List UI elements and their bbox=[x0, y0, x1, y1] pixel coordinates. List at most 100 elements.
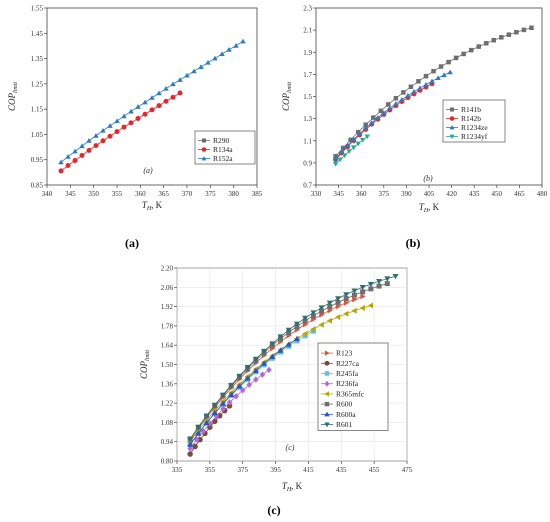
y-tick-label: 1.3 bbox=[303, 115, 312, 123]
data-point bbox=[360, 137, 366, 143]
data-point bbox=[149, 95, 155, 100]
data-point bbox=[293, 321, 300, 327]
x-axis-label: TH, K bbox=[142, 200, 163, 212]
legend-marker bbox=[324, 401, 330, 407]
data-point bbox=[200, 428, 207, 435]
data-point bbox=[79, 152, 85, 158]
legend-label: R601 bbox=[336, 420, 353, 429]
data-point bbox=[195, 430, 202, 436]
data-point bbox=[198, 64, 204, 69]
data-point bbox=[386, 102, 391, 107]
y-axis-label: COPlimit bbox=[139, 350, 151, 379]
data-point bbox=[348, 137, 353, 143]
legend-label: R245fa bbox=[336, 369, 359, 378]
data-point bbox=[233, 42, 239, 48]
data-point bbox=[335, 314, 341, 321]
data-point bbox=[423, 73, 429, 79]
series-R236fa bbox=[187, 366, 272, 452]
y-tick-label: 0.85 bbox=[31, 182, 44, 190]
data-point bbox=[212, 55, 218, 61]
x-tick-label: 370 bbox=[182, 190, 193, 198]
data-point bbox=[135, 116, 141, 121]
data-point bbox=[128, 108, 134, 114]
data-point bbox=[187, 441, 194, 447]
data-point bbox=[367, 302, 374, 309]
data-point bbox=[417, 85, 423, 91]
x-axis-label: TH, K bbox=[282, 481, 303, 493]
legend-marker bbox=[201, 138, 207, 143]
data-point bbox=[195, 424, 202, 431]
data-point bbox=[411, 89, 417, 94]
data-point bbox=[476, 44, 481, 49]
data-point bbox=[359, 285, 366, 291]
data-point bbox=[187, 451, 193, 457]
series-R1234yf bbox=[332, 134, 370, 167]
data-point bbox=[65, 153, 71, 159]
legend-marker bbox=[324, 360, 330, 366]
data-point bbox=[350, 136, 357, 142]
data-point bbox=[376, 283, 382, 289]
data-point bbox=[79, 143, 85, 149]
data-point bbox=[338, 149, 345, 154]
data-point bbox=[149, 107, 155, 113]
data-point bbox=[239, 387, 246, 394]
data-point bbox=[58, 159, 64, 165]
data-point bbox=[253, 376, 259, 383]
legend-label: R227ca bbox=[336, 359, 360, 368]
data-point bbox=[351, 288, 358, 294]
panel-inner-label: (c) bbox=[286, 443, 295, 452]
data-point bbox=[319, 308, 325, 314]
data-point bbox=[114, 118, 120, 124]
data-point bbox=[163, 85, 169, 91]
y-tick-label: 2.3 bbox=[303, 5, 312, 13]
y-tick-label: 1.50 bbox=[161, 361, 174, 369]
data-point bbox=[367, 281, 374, 288]
data-point bbox=[355, 141, 361, 147]
series-R600a bbox=[187, 335, 300, 447]
data-point bbox=[277, 347, 284, 353]
data-point bbox=[461, 51, 466, 57]
data-point bbox=[332, 155, 339, 161]
data-point bbox=[375, 115, 381, 120]
x-tick-label: 475 bbox=[402, 466, 413, 474]
x-tick-label: 340 bbox=[42, 190, 53, 198]
y-tick-label: 0.80 bbox=[161, 458, 174, 466]
y-tick-label: 1.9 bbox=[303, 49, 312, 57]
legend-label: R600 bbox=[336, 400, 353, 409]
data-point bbox=[228, 391, 235, 397]
data-point bbox=[491, 37, 497, 43]
y-tick-label: 1.5 bbox=[303, 93, 312, 101]
data-point bbox=[310, 313, 316, 319]
y-tick-label: 1.22 bbox=[161, 400, 174, 408]
data-point bbox=[156, 103, 162, 109]
data-point bbox=[431, 68, 436, 74]
data-point bbox=[355, 129, 361, 135]
data-point bbox=[405, 92, 411, 98]
x-tick-label: 375 bbox=[379, 190, 390, 198]
data-point bbox=[393, 101, 399, 106]
legend-marker bbox=[449, 116, 455, 121]
data-point bbox=[211, 410, 218, 416]
y-tick-label: 2.20 bbox=[161, 265, 174, 273]
x-tick-label: 435 bbox=[469, 190, 480, 198]
data-point bbox=[302, 330, 308, 337]
y-tick-label: 1.35 bbox=[31, 55, 44, 63]
legend-label: R365mfc bbox=[336, 389, 365, 398]
data-point bbox=[187, 436, 194, 442]
data-point bbox=[435, 75, 441, 81]
data-point bbox=[350, 145, 357, 151]
legend-label: R123 bbox=[336, 349, 353, 358]
data-point bbox=[86, 147, 92, 153]
legend-marker bbox=[324, 371, 330, 376]
y-tick-label: 0.95 bbox=[31, 156, 44, 164]
data-point bbox=[429, 78, 435, 84]
data-point bbox=[484, 41, 489, 46]
series-R601 bbox=[187, 274, 399, 442]
data-point bbox=[72, 157, 78, 163]
x-tick-label: 405 bbox=[424, 190, 435, 198]
data-point bbox=[269, 341, 276, 347]
data-point bbox=[335, 296, 341, 302]
data-point bbox=[346, 149, 352, 154]
